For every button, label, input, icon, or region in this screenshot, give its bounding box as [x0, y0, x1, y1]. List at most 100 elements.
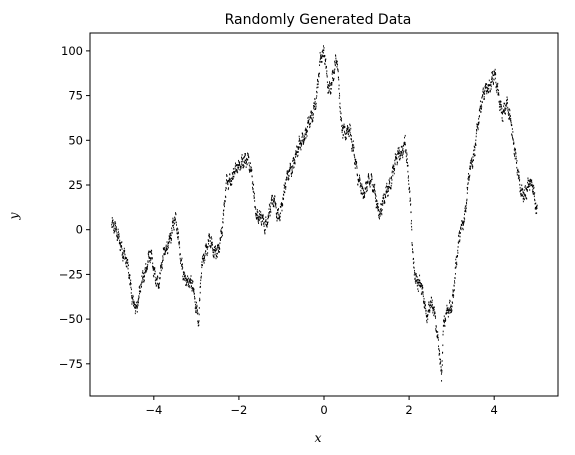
data-point	[498, 94, 500, 96]
data-point	[436, 336, 438, 339]
data-point	[128, 271, 130, 274]
data-point	[190, 281, 191, 284]
data-point	[490, 81, 492, 84]
data-point	[115, 230, 117, 233]
data-point	[351, 141, 353, 143]
data-point	[234, 172, 236, 175]
data-point	[123, 250, 125, 252]
data-point	[512, 139, 514, 141]
data-point	[166, 248, 168, 250]
data-point	[223, 209, 225, 212]
data-point	[350, 127, 352, 130]
data-point	[133, 300, 135, 303]
data-point	[190, 275, 192, 277]
data-point	[123, 252, 125, 255]
data-point	[329, 87, 331, 90]
data-point	[248, 168, 250, 171]
data-point	[424, 307, 426, 309]
data-point	[339, 94, 341, 97]
data-point	[393, 172, 395, 175]
data-point	[470, 165, 472, 168]
data-point	[328, 90, 330, 93]
data-point	[152, 262, 154, 265]
data-point	[409, 187, 410, 190]
data-point	[215, 257, 217, 260]
data-point	[513, 148, 515, 151]
data-point	[424, 301, 426, 303]
data-point	[117, 233, 119, 236]
data-point	[401, 154, 403, 157]
data-point	[340, 117, 342, 120]
data-point	[475, 142, 477, 145]
data-point	[393, 165, 395, 168]
data-point	[161, 263, 163, 266]
data-point	[171, 237, 172, 240]
data-point	[359, 179, 361, 181]
data-point	[397, 153, 399, 155]
data-point	[312, 120, 314, 122]
data-point	[164, 251, 166, 254]
data-point	[187, 279, 189, 281]
data-point	[451, 310, 453, 312]
data-point	[484, 89, 486, 92]
data-point	[524, 186, 526, 188]
data-point	[488, 87, 490, 90]
data-point	[265, 216, 267, 218]
data-point	[173, 226, 175, 229]
data-point	[137, 298, 139, 301]
data-point	[364, 191, 366, 194]
data-point	[420, 285, 422, 287]
data-point	[524, 185, 526, 187]
data-point	[478, 115, 480, 118]
data-point	[296, 155, 298, 158]
data-point	[206, 253, 208, 255]
data-point	[391, 182, 393, 185]
data-point	[451, 309, 453, 312]
data-point	[192, 288, 194, 290]
data-point	[306, 135, 308, 137]
data-point	[311, 114, 313, 116]
data-point	[392, 174, 394, 177]
data-point	[146, 266, 148, 269]
data-point	[422, 291, 424, 293]
data-point	[412, 250, 414, 253]
data-point	[289, 164, 291, 167]
data-point	[227, 183, 229, 186]
data-point	[210, 245, 211, 248]
data-point	[141, 281, 143, 284]
data-point	[153, 275, 155, 278]
data-point	[242, 164, 244, 166]
data-point	[216, 247, 218, 250]
data-point	[438, 348, 440, 351]
data-point	[128, 273, 130, 276]
data-point	[361, 187, 363, 190]
data-point	[447, 311, 449, 314]
data-point	[153, 273, 155, 275]
data-point	[381, 210, 382, 212]
data-point	[303, 136, 305, 139]
data-point	[416, 276, 418, 278]
data-point	[191, 287, 193, 290]
data-point	[503, 102, 505, 105]
data-point	[464, 207, 466, 210]
data-point	[147, 261, 149, 264]
data-point	[449, 307, 451, 310]
data-point	[428, 309, 430, 311]
data-point	[401, 151, 403, 154]
data-point	[421, 292, 423, 294]
data-point	[296, 151, 297, 154]
data-point	[354, 156, 356, 159]
data-point	[222, 212, 224, 215]
data-point	[326, 81, 328, 84]
data-point	[446, 304, 448, 307]
data-point	[360, 185, 362, 187]
x-axis: −4 −2 0 2 4	[145, 396, 498, 417]
data-point	[300, 148, 302, 151]
data-point	[486, 83, 488, 86]
data-point	[527, 186, 529, 188]
data-point	[197, 324, 199, 327]
data-point	[281, 202, 283, 204]
data-point	[142, 276, 144, 278]
data-point	[148, 250, 150, 253]
